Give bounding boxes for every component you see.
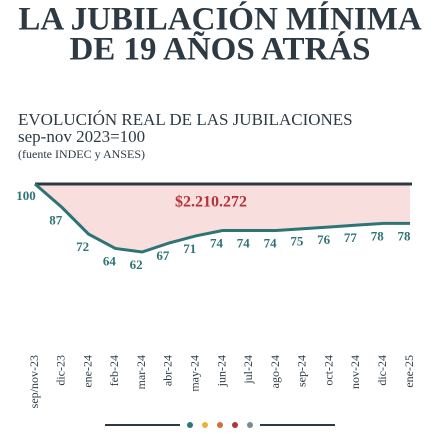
- value-label: 76: [317, 232, 331, 247]
- x-tick-label: ene-25: [402, 355, 416, 388]
- x-tick-label: nov-24: [348, 355, 362, 389]
- x-tick-label: feb-24: [107, 355, 121, 386]
- x-tick-label: dic-24: [375, 355, 389, 386]
- x-tick-label: may-24: [187, 355, 201, 392]
- x-tick-label: sep-24: [295, 355, 309, 387]
- footer-decoration: [105, 422, 335, 428]
- value-label: 75: [290, 234, 304, 249]
- x-tick-label: ene-24: [80, 355, 94, 388]
- source: (fuente INDEC y ANSES): [18, 147, 145, 161]
- value-label: 67: [156, 248, 170, 263]
- series-line: [34, 182, 410, 254]
- value-label: 72: [76, 239, 89, 254]
- value-label: 87: [49, 212, 63, 227]
- x-tick-label: abr-24: [161, 355, 175, 386]
- chart-title: DE 19 AÑOS ATRÁS: [69, 31, 370, 68]
- subtitle: sep-nov 2023=100: [18, 127, 145, 146]
- chart-title: LA JUBILACIÓN MÍNIMA: [18, 0, 422, 38]
- x-tick-label: oct-24: [321, 355, 335, 386]
- value-label: 100: [16, 188, 36, 203]
- x-tick-label: jun-24: [214, 355, 228, 387]
- value-label: 77: [344, 230, 358, 245]
- x-tick-label: sep/nov-23: [27, 355, 41, 408]
- value-label: 62: [130, 257, 143, 272]
- value-label: 71: [183, 241, 196, 256]
- subtitle: EVOLUCIÓN REAL DE LAS JUBILACIONES: [18, 110, 353, 129]
- x-tick-label: dic-23: [54, 355, 68, 386]
- value-label: 74: [264, 236, 278, 251]
- value-label: 74: [237, 236, 251, 251]
- annotation: $2.210.272: [175, 194, 247, 211]
- value-label: 78: [398, 228, 412, 243]
- value-label: 78: [371, 228, 385, 243]
- x-tick-label: jul-24: [241, 355, 255, 385]
- value-label: 64: [103, 253, 117, 268]
- gap-area: [35, 184, 410, 253]
- x-tick-label: mar-24: [134, 355, 148, 389]
- value-label: 74: [210, 236, 224, 251]
- x-tick-label: ago-24: [268, 355, 282, 388]
